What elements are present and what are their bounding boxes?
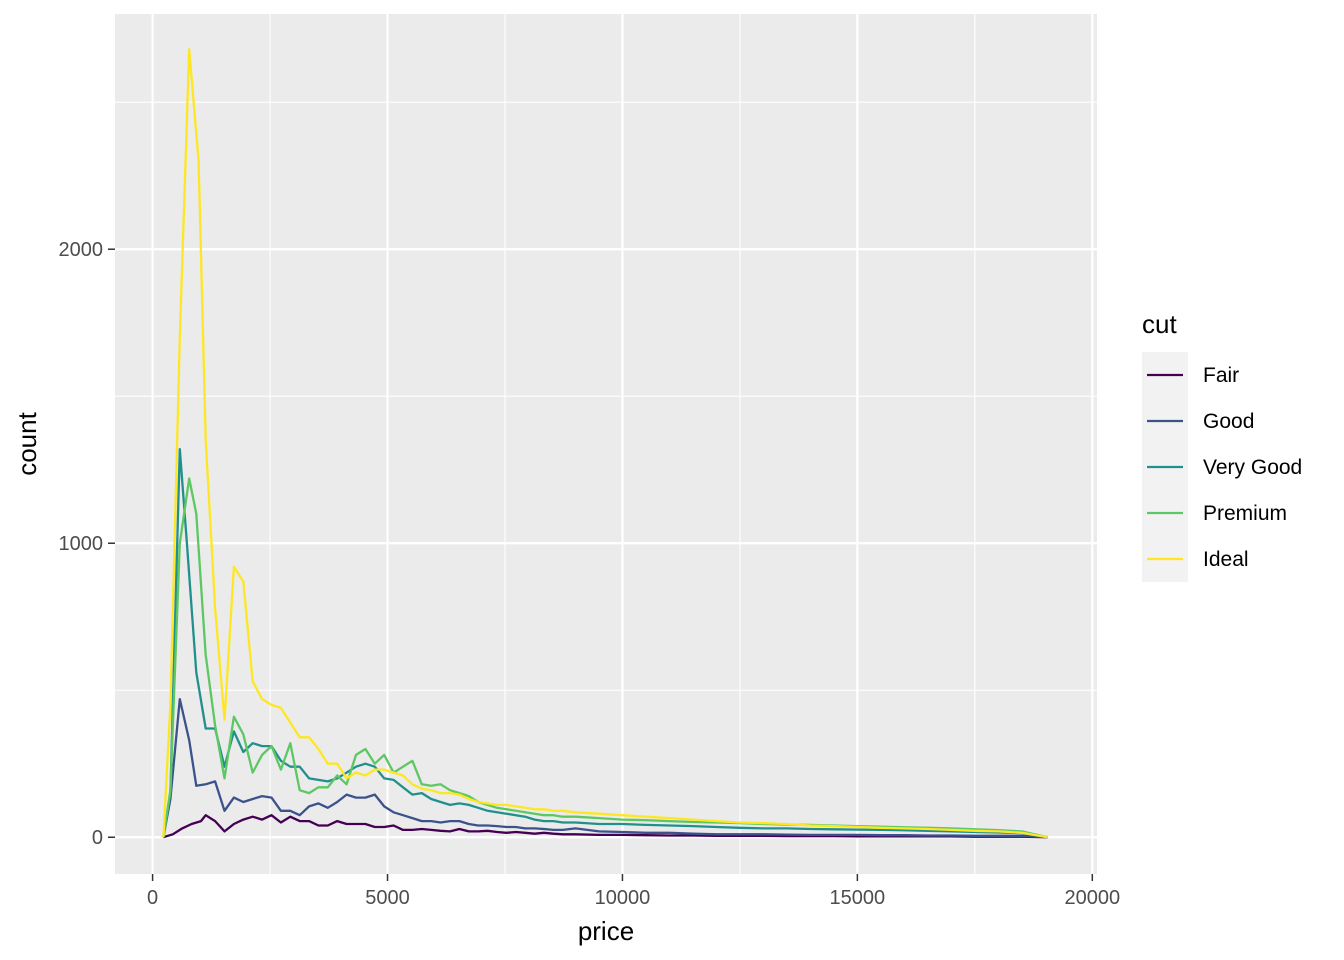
y-tick-label: 0	[92, 827, 103, 849]
legend: cut Fair Good Very Good Premium Ideal	[1142, 309, 1302, 582]
legend-label: Premium	[1203, 502, 1287, 525]
series-line-good	[162, 697, 1048, 839]
x-tick-label: 20000	[1064, 887, 1120, 909]
x-axis-title: price	[578, 916, 634, 946]
x-tick-label: 0	[147, 887, 158, 909]
series-line-ideal	[162, 48, 1048, 839]
legend-label: Ideal	[1203, 548, 1249, 571]
y-tick-label: 2000	[59, 239, 104, 261]
legend-label: Good	[1203, 410, 1254, 433]
major-gridlines	[115, 14, 1097, 874]
y-tick-label: 1000	[59, 533, 104, 555]
legend-title: cut	[1142, 309, 1177, 339]
x-tick-label: 10000	[595, 887, 651, 909]
series-line-fair	[163, 814, 1048, 839]
axes: 0 5000 10000 15000 20000 0 1000 2000	[59, 239, 1121, 909]
plot-panel	[115, 14, 1097, 874]
y-axis-title: count	[12, 411, 42, 475]
legend-label: Fair	[1203, 364, 1239, 387]
legend-label: Very Good	[1203, 456, 1302, 479]
x-tick-label: 5000	[365, 887, 410, 909]
x-tick-label: 15000	[830, 887, 886, 909]
series-line-very-good	[162, 447, 1048, 839]
series-lines	[162, 48, 1048, 839]
minor-gridlines	[115, 14, 1097, 874]
